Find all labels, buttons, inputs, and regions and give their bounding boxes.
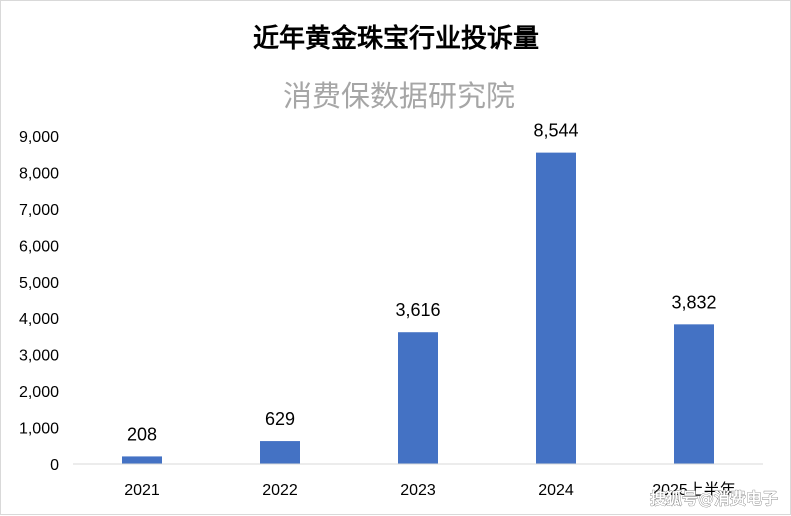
- y-axis: 0 1,000 2,000 3,000 4,000 5,000 6,000 7,000 8,00…: [19, 129, 59, 474]
- bar-2024: [536, 152, 576, 465]
- data-label: 208: [127, 424, 157, 444]
- y-tick-label: 9,000: [19, 129, 59, 146]
- bar-2022: [260, 441, 300, 464]
- bar-2025上半年: [674, 324, 714, 464]
- y-tick-label: 5,000: [19, 275, 59, 292]
- y-tick-label: 6,000: [19, 238, 59, 255]
- y-tick-label: 0: [50, 457, 59, 474]
- y-tick-label: 7,000: [19, 202, 59, 219]
- chart-title: 近年黄金珠宝行业投诉量: [253, 23, 539, 54]
- x-tick-label: 2022: [262, 482, 298, 499]
- watermark-text: 搜狐号@消费电子: [650, 489, 778, 508]
- bar-2021: [122, 456, 162, 464]
- y-tick-label: 3,000: [19, 348, 59, 365]
- y-tick-label: 1,000: [19, 421, 59, 438]
- data-label: 8,544: [533, 121, 578, 141]
- y-tick-label: 8,000: [19, 165, 59, 182]
- x-tick-label: 2025上半年: [652, 481, 736, 499]
- data-label: 629: [265, 409, 295, 429]
- y-tick-label: 2,000: [19, 384, 59, 401]
- x-tick-label: 2021: [124, 482, 160, 499]
- data-label: 3,832: [671, 292, 716, 312]
- y-tick-label: 4,000: [19, 311, 59, 328]
- x-tick-label: 2023: [400, 482, 436, 499]
- data-labels-group: 208 629 3,616 8,544 3,832: [127, 121, 717, 445]
- x-axis: 2021 2022 2023 2024 2025上半年: [124, 481, 736, 499]
- x-tick-label: 2024: [538, 482, 574, 499]
- data-label: 3,616: [395, 300, 440, 320]
- chart-subtitle: 消费保数据研究院: [283, 79, 515, 113]
- bar-2023: [398, 332, 438, 464]
- bars-group: [122, 152, 714, 465]
